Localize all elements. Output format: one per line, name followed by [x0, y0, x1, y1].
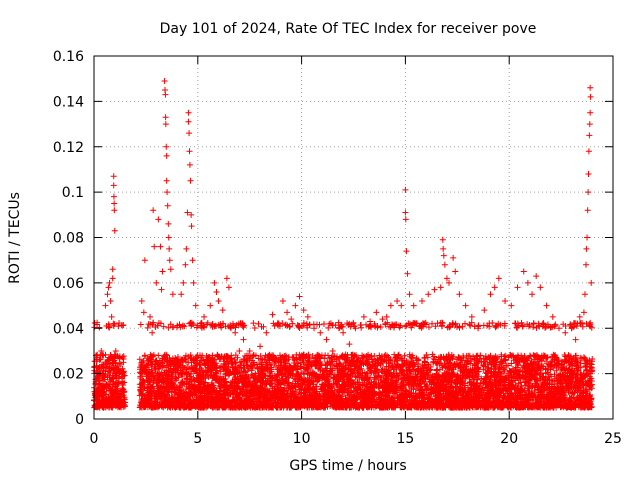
- data-point: [251, 324, 258, 331]
- data-point: [119, 322, 126, 329]
- data-point: [501, 322, 508, 329]
- data-point: [115, 379, 122, 386]
- data-point: [107, 387, 114, 394]
- data-point: [107, 396, 114, 403]
- data-point: [271, 322, 278, 329]
- data-point: [96, 324, 103, 331]
- data-point: [102, 359, 109, 366]
- data-point: [320, 320, 327, 327]
- data-point: [115, 367, 122, 374]
- data-point: [468, 319, 475, 326]
- data-point: [116, 320, 123, 327]
- data-point: [525, 323, 532, 330]
- data-point: [249, 353, 256, 360]
- data-point: [118, 375, 125, 382]
- data-point: [98, 402, 105, 409]
- data-point: [526, 322, 533, 329]
- data-point: [99, 351, 106, 358]
- data-point: [141, 352, 148, 359]
- data-point: [99, 389, 106, 396]
- data-point: [113, 383, 120, 390]
- data-point: [112, 372, 119, 379]
- data-point: [94, 402, 101, 409]
- data-point: [120, 395, 127, 402]
- data-point: [95, 382, 102, 389]
- data-point: [289, 320, 296, 327]
- data-point: [106, 381, 113, 388]
- data-point: [112, 383, 119, 390]
- data-point: [160, 323, 167, 330]
- data-point: [91, 319, 98, 326]
- data-point: [98, 361, 105, 368]
- data-point: [114, 380, 121, 387]
- data-point: [480, 322, 487, 329]
- data-point: [100, 367, 107, 374]
- data-point: [116, 399, 123, 406]
- data-point: [105, 368, 112, 375]
- data-point: [111, 321, 118, 328]
- data-point: [255, 320, 262, 327]
- chart-title: Day 101 of 2024, Rate Of TEC Index for r…: [160, 21, 537, 37]
- data-point: [106, 374, 113, 381]
- data-point: [137, 321, 144, 328]
- data-point: [498, 351, 505, 358]
- data-point: [121, 388, 128, 395]
- data-point: [120, 359, 127, 366]
- data-point: [425, 324, 432, 331]
- data-point: [306, 321, 313, 328]
- data-point: [94, 396, 101, 403]
- data-point: [115, 393, 122, 400]
- data-points: [91, 77, 596, 411]
- data-point: [100, 390, 107, 397]
- data-point: [99, 378, 106, 385]
- data-point: [106, 354, 113, 361]
- data-point: [111, 389, 118, 396]
- data-point: [116, 353, 123, 360]
- data-point: [108, 404, 115, 411]
- data-point: [117, 390, 124, 397]
- data-point: [193, 353, 200, 360]
- data-point: [106, 364, 113, 371]
- data-point: [111, 391, 118, 398]
- data-point: [93, 354, 100, 361]
- data-point: [97, 356, 104, 363]
- data-point: [166, 368, 173, 375]
- data-point: [105, 401, 112, 408]
- data-point: [100, 368, 107, 375]
- data-point: [111, 351, 118, 358]
- data-point: [102, 404, 109, 411]
- data-point: [97, 399, 104, 406]
- data-point: [110, 378, 117, 385]
- data-point: [113, 375, 120, 382]
- data-point: [110, 357, 117, 364]
- data-point: [432, 323, 439, 330]
- data-point: [95, 365, 102, 372]
- data-point: [113, 400, 120, 407]
